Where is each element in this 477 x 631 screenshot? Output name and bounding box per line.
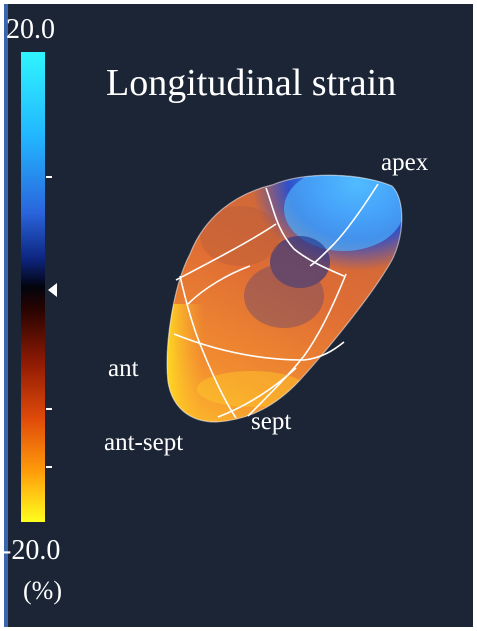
color-scale-bar: [21, 52, 45, 522]
segment-label-ant-sept: ant-sept: [104, 429, 184, 456]
ventricle-outline: [166, 174, 403, 423]
scale-min-label: -20.0: [4, 535, 61, 566]
view-title: Longitudinal strain: [106, 62, 397, 104]
segment-label-ant: ant: [108, 355, 139, 382]
scale-tick: [46, 466, 52, 468]
strain-surface: [167, 175, 402, 422]
segment-label-sept: sept: [251, 408, 292, 435]
scale-unit-label: (%): [23, 576, 62, 605]
left-border: [4, 4, 8, 627]
strain-viewer: 20.0 -20.0 (%) Longitudinal strain: [4, 4, 473, 627]
scale-max-label: 20.0: [6, 14, 55, 45]
scale-tick: [46, 408, 52, 410]
scale-tick: [46, 176, 52, 178]
ventricle-strain-map: [166, 174, 403, 423]
segment-grid: [173, 183, 379, 419]
zero-marker-icon: [48, 283, 57, 297]
segment-label-apex: apex: [381, 149, 429, 176]
